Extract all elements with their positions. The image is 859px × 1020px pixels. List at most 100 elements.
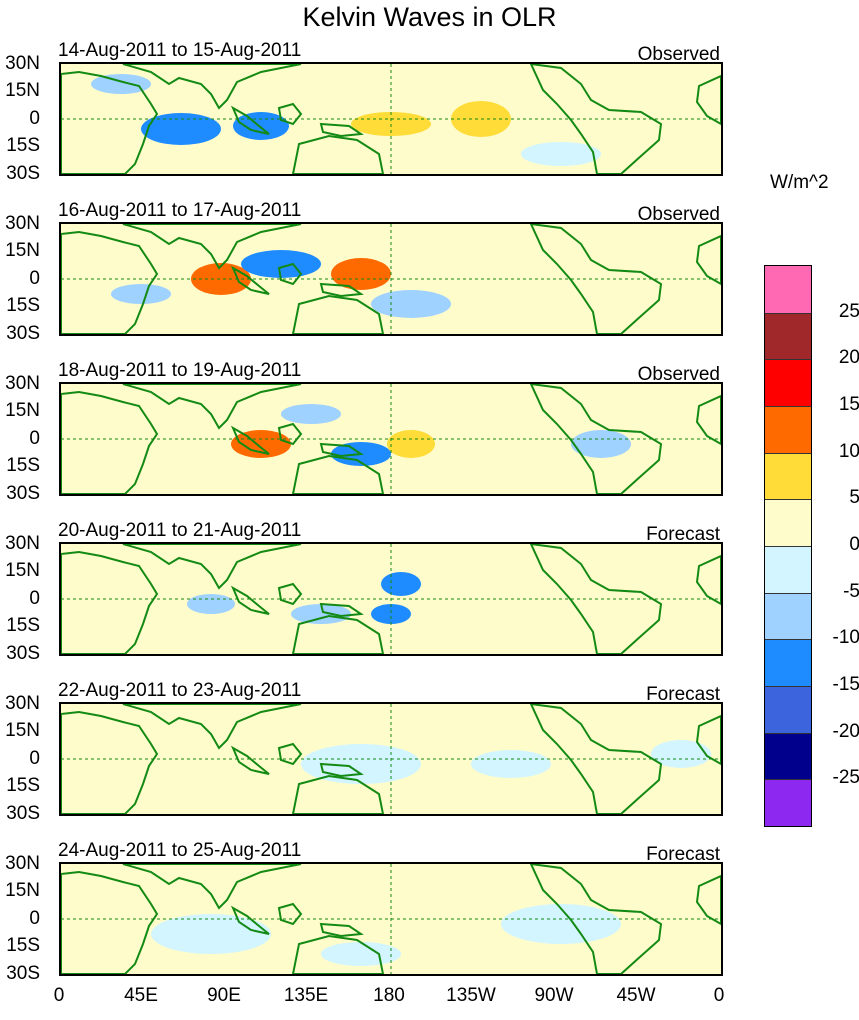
anomaly-contour — [191, 263, 251, 295]
coastline — [61, 870, 159, 974]
latitude-label: 30S — [6, 643, 40, 664]
longitude-label: 135W — [446, 985, 496, 1006]
anomaly-contour — [651, 740, 711, 768]
colorbar-tick-label: 25 — [838, 300, 859, 322]
olr-anomaly-map — [59, 382, 723, 496]
colorbar-tick-label: -15 — [832, 674, 859, 695]
coastline — [529, 544, 663, 654]
latitude-label: 0 — [29, 748, 40, 769]
coastline — [695, 714, 721, 766]
anomaly-contour — [141, 113, 221, 145]
latitude-label: 15N — [5, 80, 40, 101]
map-panel: 20-Aug-2011 to 21-Aug-2011 Forecast 30N 15N… — [0, 520, 730, 670]
panel-date-range: 16-Aug-2011 to 17-Aug-2011 — [58, 200, 302, 221]
map-panel: 16-Aug-2011 to 17-Aug-2011 Observed 30N 15N… — [0, 200, 730, 350]
coastline — [122, 544, 302, 590]
latitude-label: 15N — [5, 560, 40, 581]
coastline — [61, 230, 159, 334]
latitude-label: 30S — [6, 163, 40, 184]
colorbar-segment — [765, 592, 811, 640]
coastline — [529, 384, 663, 494]
figure-title: Kelvin Waves in OLR — [302, 2, 557, 32]
coastline — [319, 922, 364, 938]
anomaly-contour — [91, 74, 151, 94]
colorbar-units: W/m^2 — [770, 172, 829, 193]
anomaly-contour — [331, 258, 391, 290]
latitude-label: 15S — [6, 615, 40, 636]
longitude-label: 90W — [534, 985, 574, 1006]
coastline — [319, 442, 364, 458]
colorbar-segment — [765, 779, 811, 826]
latitude-label: 15S — [6, 455, 40, 476]
map-panel: 18-Aug-2011 to 19-Aug-2011 Observed 30N 15N… — [0, 360, 730, 510]
coastline — [122, 384, 302, 430]
longitude-label: 135E — [283, 985, 329, 1006]
colorbar-segment — [765, 732, 811, 780]
latitude-label: 30S — [6, 963, 40, 984]
panel-status: Forecast — [646, 524, 720, 545]
latitude-label: 15S — [6, 295, 40, 316]
anomaly-contour — [521, 142, 601, 166]
panel-date-range: 22-Aug-2011 to 23-Aug-2011 — [58, 680, 302, 701]
longitude-label: 180 — [373, 985, 405, 1006]
latitude-label: 30N — [5, 213, 40, 234]
coastline — [291, 454, 385, 494]
latitude-label: 0 — [29, 908, 40, 929]
colorbar-segment — [765, 359, 811, 406]
anomaly-contour — [371, 604, 411, 624]
coastline — [230, 425, 270, 455]
anomaly-contour — [187, 594, 235, 614]
coastline — [230, 105, 270, 135]
latitude-label: 0 — [29, 428, 40, 449]
coastline — [695, 554, 721, 606]
latitude-label: 15N — [5, 400, 40, 421]
latitude-label: 15N — [5, 240, 40, 261]
coastline — [277, 742, 303, 766]
coastline — [319, 602, 364, 618]
latitude-label: 0 — [29, 268, 40, 289]
anomaly-contour — [387, 430, 435, 458]
coastline — [529, 864, 663, 974]
coastline — [122, 864, 302, 910]
coastline — [122, 224, 302, 270]
coastline — [277, 902, 303, 926]
colorbar-tick-label: 0 — [849, 534, 859, 555]
latitude-label: 15S — [6, 135, 40, 156]
anomaly-contour — [231, 430, 291, 458]
coastline — [291, 934, 385, 974]
latitude-label: 15N — [5, 720, 40, 741]
map-panel: 22-Aug-2011 to 23-Aug-2011 Forecast 30N 15N… — [0, 680, 730, 830]
longitude-label: 0 — [53, 985, 65, 1006]
latitude-label: 30N — [5, 533, 40, 554]
olr-anomaly-map — [59, 702, 723, 816]
longitude-label: 45W — [616, 985, 656, 1006]
colorbar-segment — [765, 639, 811, 686]
latitude-label: 30S — [6, 483, 40, 504]
coastline — [230, 905, 270, 935]
coastline — [291, 134, 385, 174]
anomaly-contour — [111, 284, 171, 304]
coastline — [230, 265, 270, 295]
colorbar-segment — [765, 452, 811, 500]
colorbar-tick-label: -5 — [843, 580, 859, 602]
coastline — [291, 294, 385, 334]
coastline — [61, 550, 159, 654]
coastline — [277, 102, 303, 126]
colorbar — [764, 265, 812, 827]
anomaly-contour — [321, 942, 401, 966]
coastline — [529, 64, 663, 174]
longitude-label: 90E — [207, 985, 241, 1006]
coastline — [291, 614, 385, 654]
map-panel: 14-Aug-2011 to 15-Aug-2011 Observed 30N 15N… — [0, 40, 730, 190]
panel-status: Observed — [637, 364, 720, 385]
anomaly-contour — [371, 290, 451, 318]
coastline — [319, 282, 364, 298]
panel-status: Forecast — [646, 844, 720, 865]
colorbar-tick-label: 10 — [838, 440, 859, 462]
panel-date-range: 18-Aug-2011 to 19-Aug-2011 — [58, 360, 302, 381]
olr-anomaly-map — [59, 862, 723, 976]
longitude-label: 45E — [124, 985, 158, 1006]
panel-status: Observed — [637, 204, 720, 225]
panel-date-range: 20-Aug-2011 to 21-Aug-2011 — [58, 520, 302, 541]
coastline — [277, 582, 303, 606]
